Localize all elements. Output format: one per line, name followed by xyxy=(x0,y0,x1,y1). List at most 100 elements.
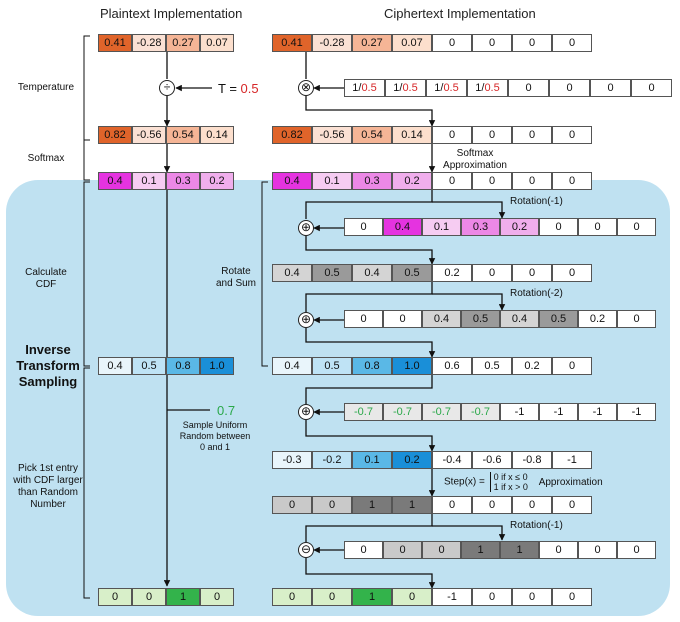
cell-c-logits-6: 0 xyxy=(512,34,552,52)
cell-c-uniform-2: -0.7 xyxy=(422,403,461,421)
cell-c-diff-5: -0.6 xyxy=(472,451,512,469)
subtract-operator: ⊖ xyxy=(298,542,314,558)
cell-c-logits-4: 0 xyxy=(432,34,472,52)
label-calculate-cdf: Calculate CDF xyxy=(25,267,67,290)
cell-c-rot2-4: 0.4 xyxy=(500,310,539,328)
cell-c-sum1-3: 0.5 xyxy=(392,264,432,282)
cell-c-rot3-6: 0 xyxy=(578,541,617,559)
uniform-sample-value: 0.7 xyxy=(217,403,236,418)
cell-p-soft-1: 0.1 xyxy=(132,172,166,190)
cell-c-rot3-7: 0 xyxy=(617,541,656,559)
cell-c-rot2-2: 0.4 xyxy=(422,310,461,328)
temperature-value: T = 0.5 xyxy=(218,81,259,96)
cell-p-logits-2: 0.27 xyxy=(166,34,200,52)
plaintext-header: Plaintext Implementation xyxy=(100,6,243,21)
cell-c-scaled-3: 0.14 xyxy=(392,126,432,144)
cell-c-temp-5: 0 xyxy=(549,79,590,97)
cell-c-sum1-0: 0.4 xyxy=(272,264,312,282)
cell-p-cdf-3: 1.0 xyxy=(200,357,234,375)
cell-p-cdf-2: 0.8 xyxy=(166,357,200,375)
cell-c-uniform-5: -1 xyxy=(539,403,578,421)
cell-c-cdf-2: 0.8 xyxy=(352,357,392,375)
cell-c-diff-0: -0.3 xyxy=(272,451,312,469)
cell-c-scaled-5: 0 xyxy=(472,126,512,144)
cell-c-rot1-2: 0.1 xyxy=(422,218,461,236)
cell-c-scaled-0: 0.82 xyxy=(272,126,312,144)
cell-c-final-1: 0 xyxy=(312,588,352,606)
cell-c-step-0: 0 xyxy=(272,496,312,514)
cell-c-sum1-5: 0 xyxy=(472,264,512,282)
cell-c-scaled-2: 0.54 xyxy=(352,126,392,144)
cell-c-rot2-0: 0 xyxy=(344,310,383,328)
cell-c-uniform-3: -0.7 xyxy=(461,403,500,421)
cell-c-uniform-6: -1 xyxy=(578,403,617,421)
cell-c-rot3-1: 0 xyxy=(383,541,422,559)
cell-c-rot1-4: 0.2 xyxy=(500,218,539,236)
cell-p-soft-0: 0.4 xyxy=(98,172,132,190)
cell-c-rot3-5: 0 xyxy=(539,541,578,559)
cell-p-final-0: 0 xyxy=(98,588,132,606)
cell-c-rot3-2: 0 xyxy=(422,541,461,559)
multiply-operator: ⊗ xyxy=(298,80,314,96)
cell-c-rot1-7: 0 xyxy=(617,218,656,236)
cell-p-scaled-2: 0.54 xyxy=(166,126,200,144)
ciphertext-header: Ciphertext Implementation xyxy=(384,6,536,21)
cell-c-soft-6: 0 xyxy=(512,172,552,190)
cell-c-step-1: 0 xyxy=(312,496,352,514)
cell-c-scaled-4: 0 xyxy=(432,126,472,144)
label-softmax: Softmax xyxy=(27,153,65,164)
cell-c-soft-1: 0.1 xyxy=(312,172,352,190)
add-operator-3: ⊕ xyxy=(298,404,314,420)
cell-c-sum1-6: 0 xyxy=(512,264,552,282)
uniform-sample-label: Sample Uniform Random between 0 and 1 xyxy=(179,420,251,452)
cell-p-scaled-0: 0.82 xyxy=(98,126,132,144)
cell-c-step-5: 0 xyxy=(472,496,512,514)
cell-c-final-5: 0 xyxy=(472,588,512,606)
label-pick-first-entry: Pick 1st entry with CDF larger than Random… xyxy=(13,463,83,510)
cell-c-logits-5: 0 xyxy=(472,34,512,52)
cell-c-temp-2: 1/0.5 xyxy=(426,79,467,97)
cell-c-rot1-0: 0 xyxy=(344,218,383,236)
add-operator-2: ⊕ xyxy=(298,312,314,328)
cell-c-diff-3: 0.2 xyxy=(392,451,432,469)
add-operator-1: ⊕ xyxy=(298,220,314,236)
cell-c-sum1-1: 0.5 xyxy=(312,264,352,282)
cell-c-step-2: 1 xyxy=(352,496,392,514)
cell-c-soft-2: 0.3 xyxy=(352,172,392,190)
label-rotate-and-sum: Rotate and Sum xyxy=(215,266,257,289)
cell-c-final-3: 0 xyxy=(392,588,432,606)
label-inverse-transform-sampling: Inverse Transform Sampling xyxy=(16,342,80,389)
cell-c-final-7: 0 xyxy=(552,588,592,606)
cell-c-soft-0: 0.4 xyxy=(272,172,312,190)
cell-p-soft-2: 0.3 xyxy=(166,172,200,190)
cell-c-temp-0: 1/0.5 xyxy=(344,79,385,97)
cell-c-cdf-3: 1.0 xyxy=(392,357,432,375)
cell-p-scaled-1: -0.56 xyxy=(132,126,166,144)
cell-c-diff-2: 0.1 xyxy=(352,451,392,469)
cell-p-logits-3: 0.07 xyxy=(200,34,234,52)
cell-c-soft-7: 0 xyxy=(552,172,592,190)
cell-c-sum1-4: 0.2 xyxy=(432,264,472,282)
step-function-label: Step(x) = 0 if x ≤ 0 1 if x > 0 Approxim… xyxy=(444,472,603,492)
cell-c-step-3: 1 xyxy=(392,496,432,514)
cell-c-step-6: 0 xyxy=(512,496,552,514)
cell-c-uniform-1: -0.7 xyxy=(383,403,422,421)
cell-c-rot1-1: 0.4 xyxy=(383,218,422,236)
cell-c-sum1-7: 0 xyxy=(552,264,592,282)
cell-c-temp-7: 0 xyxy=(631,79,672,97)
rotation-label-1: Rotation(-1) xyxy=(510,196,563,207)
divide-operator: ÷ xyxy=(159,80,175,96)
cell-c-rot1-6: 0 xyxy=(578,218,617,236)
cell-c-step-4: 0 xyxy=(432,496,472,514)
cell-p-final-1: 0 xyxy=(132,588,166,606)
cell-c-final-4: -1 xyxy=(432,588,472,606)
cell-c-scaled-7: 0 xyxy=(552,126,592,144)
cell-c-soft-3: 0.2 xyxy=(392,172,432,190)
cell-c-rot2-6: 0.2 xyxy=(578,310,617,328)
cell-c-final-6: 0 xyxy=(512,588,552,606)
cell-p-soft-3: 0.2 xyxy=(200,172,234,190)
cell-c-diff-4: -0.4 xyxy=(432,451,472,469)
cell-c-logits-1: -0.28 xyxy=(312,34,352,52)
